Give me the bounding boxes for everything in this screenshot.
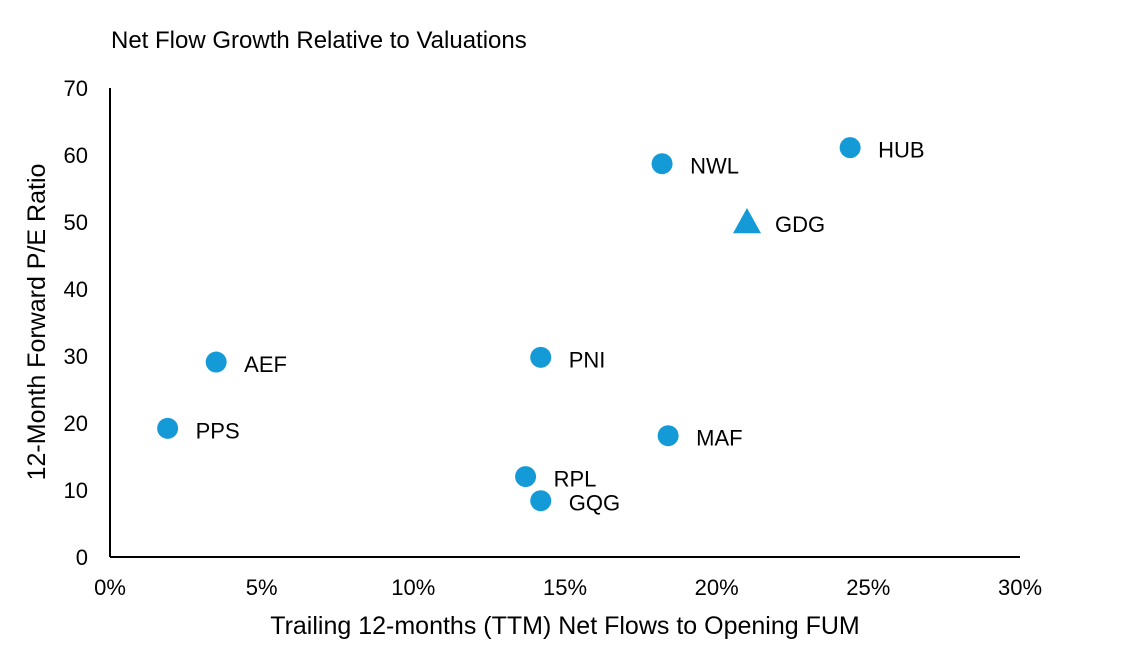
y-tick-label: 10	[64, 478, 88, 503]
data-label-hub: HUB	[878, 138, 924, 163]
y-tick-label: 40	[64, 277, 88, 302]
y-tick-label: 70	[64, 76, 88, 101]
chart-title: Net Flow Growth Relative to Valuations	[111, 27, 527, 54]
x-axis-ticks: 0% 5% 10% 15% 20% 25% 30%	[94, 575, 1042, 600]
x-tick-label: 15%	[543, 575, 587, 600]
x-tick-label: 0%	[94, 575, 126, 600]
data-label-gdg: GDG	[775, 212, 825, 237]
data-point-nwl	[651, 153, 673, 175]
x-tick-label: 5%	[246, 575, 278, 600]
data-point-rpl	[515, 466, 537, 488]
data-label-nwl: NWL	[690, 154, 739, 179]
data-label-gqg: GQG	[569, 491, 620, 516]
data-point-pps	[157, 417, 179, 439]
data-point-pni	[530, 346, 552, 368]
y-tick-label: 60	[64, 143, 88, 168]
y-tick-label: 30	[64, 344, 88, 369]
data-label-aef: AEF	[244, 352, 287, 377]
y-tick-label: 20	[64, 411, 88, 436]
y-tick-label: 50	[64, 210, 88, 235]
data-label-pni: PNI	[569, 347, 606, 372]
data-point-gqg	[530, 490, 552, 512]
x-tick-label: 30%	[998, 575, 1042, 600]
y-tick-label: 0	[76, 545, 88, 570]
x-tick-label: 10%	[391, 575, 435, 600]
data-label-pps: PPS	[196, 418, 240, 443]
y-axis-title: 12-Month Forward P/E Ratio	[23, 164, 51, 481]
x-axis-title: Trailing 12-months (TTM) Net Flows to Op…	[270, 612, 860, 640]
data-point-aef	[205, 351, 227, 373]
data-point-hub	[839, 137, 861, 159]
data-point-gdg	[733, 208, 761, 234]
data-points	[157, 137, 861, 512]
data-point-maf	[657, 425, 679, 447]
data-label-maf: MAF	[696, 426, 742, 451]
data-label-rpl: RPL	[554, 467, 597, 492]
x-tick-label: 25%	[846, 575, 890, 600]
y-axis-ticks: 0 10 20 30 40 50 60 70	[64, 76, 88, 570]
x-tick-label: 20%	[695, 575, 739, 600]
